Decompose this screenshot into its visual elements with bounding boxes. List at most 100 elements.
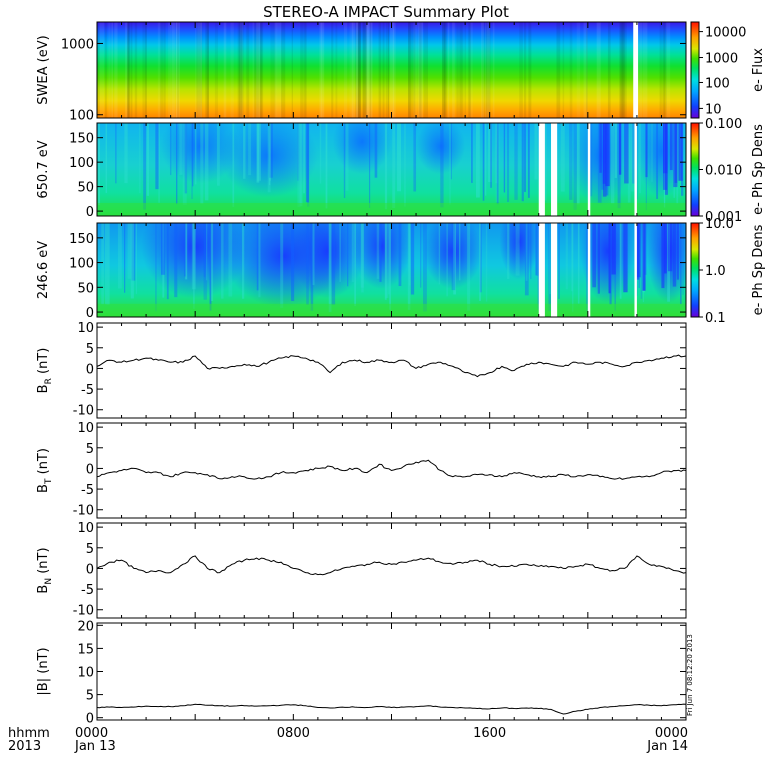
pad246-patch	[141, 223, 250, 299]
pad650-streak	[297, 123, 301, 208]
swea-cbar-label: 100	[705, 76, 730, 91]
swea-stripe	[639, 22, 643, 118]
swea-stripe	[99, 22, 105, 118]
pad246-streak	[388, 223, 390, 295]
pad246-streak	[256, 223, 259, 291]
pad650-ylabel: 650.7 eV	[36, 140, 51, 198]
pad246-streak	[206, 223, 208, 281]
pad650-streak	[369, 123, 371, 208]
swea-stripe	[157, 22, 161, 118]
pad650-streak	[319, 123, 322, 184]
pad246-streak	[420, 223, 422, 288]
bn-ytick-label: 5	[86, 542, 94, 557]
pad246-streak	[291, 223, 295, 302]
pad246-patch	[499, 223, 539, 280]
x-tick-date: Jan 14	[646, 739, 688, 754]
pad650-streak	[636, 123, 638, 200]
swea-stripe	[206, 22, 209, 118]
pad246-colorbar-title: e- Ph Sp Dens	[751, 224, 766, 315]
swea-stripe	[351, 22, 356, 118]
x-row2-label: 2013	[8, 739, 41, 754]
bn-ytick-label: 0	[86, 562, 94, 577]
bn-ylabel-main: B	[36, 585, 51, 594]
swea-stripe	[259, 22, 263, 118]
pad246-streak	[105, 223, 107, 305]
swea-stripe	[452, 22, 455, 118]
pad650-streak	[601, 123, 604, 190]
swea-stripe	[665, 22, 671, 118]
pad650-streak	[384, 123, 388, 210]
pad246-streak	[507, 223, 510, 279]
pad650-streak	[194, 123, 197, 185]
pad650-streak	[656, 123, 659, 199]
pad650-streak	[268, 123, 271, 186]
swea-stripe	[442, 22, 445, 118]
pad246-streak	[536, 223, 541, 276]
swea-stripe	[418, 22, 424, 118]
pad650-data-gap	[551, 123, 558, 216]
pad246-streak	[312, 223, 315, 286]
pad650-streak	[632, 123, 635, 184]
bmag-ylabel-unit: (nT)	[36, 647, 51, 677]
swea-stripe	[519, 22, 523, 118]
pad246-streak	[203, 223, 206, 278]
pad246-streak	[389, 223, 392, 310]
pad246-streak	[408, 223, 411, 286]
pad650-patch	[160, 123, 240, 184]
pad246-band	[597, 223, 600, 294]
swea-stripe	[382, 22, 385, 118]
x-tick-label: 0000	[75, 726, 108, 741]
pad650-cbar-label: 0.010	[705, 164, 742, 179]
pad650-streak	[534, 123, 538, 180]
swea-stripe	[607, 22, 611, 118]
swea-stripe	[361, 22, 367, 118]
pad650-streak	[524, 123, 526, 192]
pad650-streak	[413, 123, 417, 192]
swea-stripe	[596, 22, 601, 118]
pad246-streak	[410, 223, 415, 295]
pad246-ytick-label: 150	[69, 232, 94, 247]
line-panel-br: 10 5 0 -5 -10 BR (nT)	[36, 321, 687, 419]
x-row1-label: hhmm	[8, 726, 50, 741]
bmag-ytick-label: 0	[86, 712, 94, 727]
pad246-colorbar	[690, 222, 700, 318]
swea-stripe	[134, 22, 138, 118]
pad650-streak	[146, 123, 150, 196]
swea-stripe	[254, 22, 259, 118]
swea-stripe	[175, 22, 177, 118]
swea-stripe	[349, 22, 354, 118]
pad246-band	[676, 223, 679, 280]
swea-stripe	[170, 22, 175, 118]
pad246-streak	[193, 223, 195, 309]
pad650-streak	[610, 123, 615, 204]
swea-stripe	[270, 22, 276, 118]
pad650-streak	[639, 123, 641, 194]
swea-stripe	[223, 22, 227, 118]
pad246-ylabel: 246.6 eV	[36, 241, 51, 299]
swea-stripe	[367, 22, 372, 118]
pad246-streak	[161, 223, 165, 275]
spectrogram-swea: 100 1000 SWEA (eV) 10 100 1000 10000 e- Flux	[36, 21, 766, 124]
pad246-streak	[241, 223, 245, 299]
swea-stripe	[659, 22, 662, 118]
swea-stripe	[205, 22, 209, 118]
pad246-streak	[459, 223, 461, 281]
swea-stripe	[104, 22, 107, 118]
swea-stripe	[259, 22, 264, 118]
pad246-streak	[135, 223, 138, 294]
pad650-band	[599, 123, 602, 173]
swea-stripe	[177, 22, 180, 118]
br-series-line	[96, 354, 687, 378]
pad650-streak	[503, 123, 506, 193]
bmag-ytick-label: 10	[77, 666, 94, 681]
x-tick-label: 0800	[277, 726, 310, 741]
swea-stripe	[355, 22, 360, 118]
swea-stripe	[413, 22, 418, 118]
pad246-streak	[185, 223, 188, 280]
swea-stripe	[331, 22, 334, 118]
pad246-streak	[339, 223, 342, 282]
swea-stripe	[108, 22, 111, 118]
swea-cbar-label: 10	[705, 102, 722, 117]
swea-stripe	[576, 22, 581, 118]
pad246-streak	[360, 223, 364, 288]
